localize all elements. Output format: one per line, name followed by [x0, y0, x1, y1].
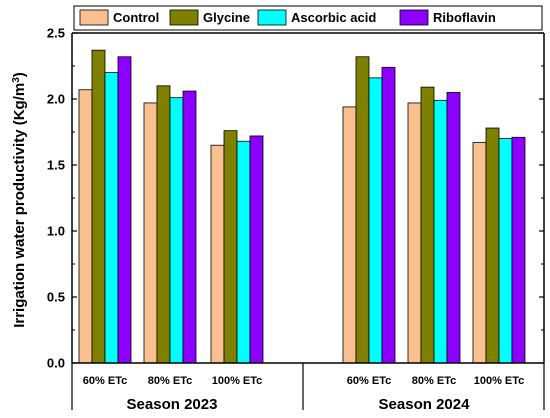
- y-axis-label-sup: 3: [11, 77, 22, 83]
- y-axis-label: Irrigation water productivity (Kg/m3): [11, 72, 29, 328]
- legend-label: Riboflavin: [433, 10, 496, 25]
- bar-glycine-0: [91, 49, 106, 364]
- legend-label: Glycine: [203, 10, 250, 25]
- bar-riboflavin-2: [249, 135, 264, 364]
- bar-glycine-5: [485, 127, 500, 364]
- legend-swatch: [79, 9, 109, 26]
- y-axis-label-main: Irrigation water productivity (Kg/m: [11, 83, 28, 328]
- bar-riboflavin-1: [182, 90, 197, 364]
- bar-glycine-1: [156, 85, 171, 364]
- bar-glycine-3: [355, 56, 370, 364]
- bar-control-3: [342, 106, 357, 364]
- x-group-label: Season 2023: [127, 396, 218, 413]
- bar-control-2: [210, 144, 225, 364]
- x-category-label: 80% ETc: [148, 375, 192, 387]
- bars-layer: [78, 49, 526, 364]
- x-category-label: 80% ETc: [412, 375, 456, 387]
- bar-ascorbic-acid-2: [236, 140, 251, 364]
- legend-box: [73, 5, 543, 31]
- y-tick-label: 0.0: [47, 356, 65, 371]
- bar-glycine-2: [223, 130, 238, 364]
- legend-label: Control: [113, 10, 159, 25]
- legend-swatch: [399, 9, 429, 26]
- y-tick-label: 0.5: [47, 290, 65, 305]
- y-tick-label: 1.5: [47, 158, 65, 173]
- bar-riboflavin-5: [511, 136, 526, 364]
- axes-layer: 0.0 0.5 1.0 1.5 2.0 2.5 60% ETc 80% ETc 100% ETc…: [47, 26, 545, 413]
- y-tick-label: 1.0: [47, 224, 65, 239]
- y-tick-label: 2.5: [47, 26, 65, 41]
- y-axis-label-close: ): [11, 72, 28, 77]
- bar-ascorbic-acid-0: [104, 72, 119, 364]
- bar-control-5: [472, 142, 487, 364]
- bar-control-0: [78, 89, 93, 364]
- bar-ascorbic-acid-5: [498, 138, 513, 364]
- bar-riboflavin-0: [117, 56, 132, 364]
- bar-riboflavin-4: [446, 92, 461, 364]
- bar-glycine-4: [420, 86, 435, 364]
- bar-riboflavin-3: [381, 66, 396, 364]
- bar-ascorbic-acid-4: [433, 99, 448, 364]
- x-category-label: 60% ETc: [347, 375, 391, 387]
- x-category-label: 60% ETc: [83, 375, 127, 387]
- x-category-label: 100% ETc: [212, 375, 263, 387]
- legend-label: Ascorbic acid: [291, 10, 376, 25]
- bar-control-1: [143, 102, 158, 364]
- legend: Control Glycine Ascorbic acid Riboflavin: [73, 5, 543, 31]
- x-category-label: 100% ETc: [474, 375, 525, 387]
- bar-control-4: [407, 102, 422, 364]
- legend-swatch: [257, 9, 287, 26]
- x-group-label: Season 2024: [379, 396, 471, 413]
- bar-ascorbic-acid-1: [169, 97, 184, 364]
- legend-swatch: [169, 9, 199, 26]
- y-tick-label: 2.0: [47, 92, 65, 107]
- bar-ascorbic-acid-3: [368, 77, 383, 364]
